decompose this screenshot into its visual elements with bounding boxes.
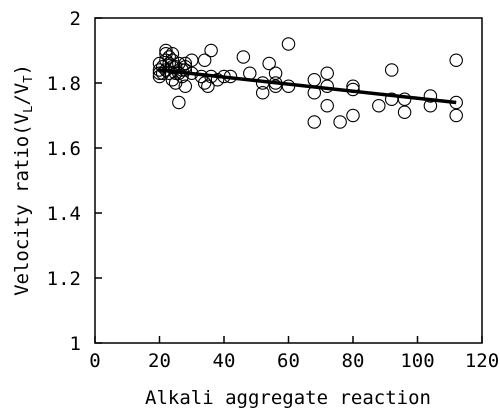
data-point bbox=[372, 99, 386, 113]
x-tick-label: 120 bbox=[465, 350, 499, 372]
y-tick-label: 2 bbox=[70, 8, 81, 30]
data-point bbox=[178, 79, 193, 94]
y-axis: 1 1.2 1.4 1.6 1.8 2 bbox=[47, 8, 102, 355]
data-point bbox=[320, 99, 334, 113]
x-tick-label: 80 bbox=[342, 350, 365, 372]
data-point bbox=[178, 56, 193, 71]
y-tick-label: 1.2 bbox=[47, 268, 81, 290]
data-point bbox=[165, 53, 180, 67]
data-point bbox=[159, 43, 173, 58]
data-point bbox=[397, 105, 412, 120]
data-point bbox=[201, 79, 215, 94]
x-tick-label: 60 bbox=[277, 350, 300, 372]
data-point bbox=[243, 66, 257, 81]
x-axis: 0 20 40 60 80 100 120 bbox=[89, 336, 499, 372]
data-point bbox=[204, 43, 218, 58]
data-point bbox=[268, 66, 283, 81]
y-axis-title-sub-t: T bbox=[21, 76, 35, 83]
x-tick-label: 0 bbox=[89, 350, 100, 372]
y-tick-label: 1 bbox=[70, 333, 81, 355]
data-point bbox=[281, 37, 296, 51]
x-axis-title: Alkali aggregate reaction bbox=[145, 387, 431, 409]
data-point bbox=[162, 50, 176, 64]
data-point bbox=[384, 63, 399, 77]
y-axis-title: Velocity ratio(VL/VT) bbox=[11, 64, 35, 296]
data-point bbox=[333, 115, 347, 129]
plot-area bbox=[152, 37, 463, 129]
data-point bbox=[236, 50, 251, 64]
data-point bbox=[423, 89, 438, 103]
data-point bbox=[152, 66, 167, 81]
data-point bbox=[197, 53, 212, 67]
y-axis-title-mid: /V bbox=[11, 83, 33, 106]
data-point bbox=[210, 73, 225, 87]
data-point bbox=[262, 56, 276, 71]
y-axis-title-sub-l: L bbox=[21, 106, 35, 113]
data-point bbox=[175, 63, 189, 77]
data-point bbox=[165, 46, 180, 61]
y-axis-title-suffix: ) bbox=[11, 64, 33, 75]
trend-line bbox=[159, 68, 457, 105]
x-tick-label: 40 bbox=[213, 350, 236, 372]
data-point bbox=[172, 95, 186, 110]
data-point bbox=[449, 53, 463, 67]
data-point bbox=[320, 66, 334, 81]
data-point bbox=[255, 86, 270, 100]
data-point bbox=[346, 108, 360, 123]
plot-frame bbox=[94, 17, 483, 344]
data-point bbox=[449, 108, 463, 123]
y-tick-label: 1.6 bbox=[47, 138, 81, 160]
y-tick-label: 1.4 bbox=[47, 203, 81, 225]
y-axis-title-prefix: Velocity ratio(V bbox=[11, 113, 33, 296]
x-tick-label: 20 bbox=[148, 350, 171, 372]
y-tick-label: 1.8 bbox=[47, 73, 81, 95]
x-tick-label: 100 bbox=[400, 350, 434, 372]
data-point bbox=[175, 69, 189, 84]
data-point bbox=[178, 63, 193, 77]
data-point bbox=[307, 115, 322, 129]
data-point bbox=[307, 73, 322, 87]
